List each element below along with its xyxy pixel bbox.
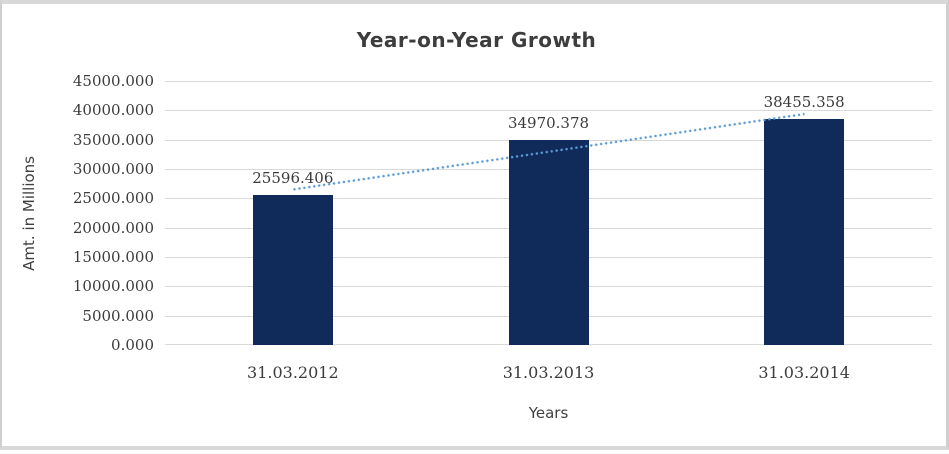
y-tick-label: 10000.000 <box>72 277 154 296</box>
bar-data-label: 38455.358 <box>763 93 845 112</box>
chart-area: Year-on-Year Growth Amt. in Millions 255… <box>2 4 949 454</box>
y-tick-label: 40000.000 <box>72 101 154 120</box>
x-tick-label: 31.03.2013 <box>502 363 595 382</box>
bar-data-label: 25596.406 <box>252 168 334 187</box>
y-tick-label: 45000.000 <box>72 72 154 90</box>
y-tick-label: 5000.000 <box>82 306 154 325</box>
x-axis-title: Years <box>528 404 569 422</box>
x-tick-label: 31.03.2014 <box>758 363 850 382</box>
bar-31.03.2014 <box>764 119 845 345</box>
bar-31.03.2013 <box>508 139 589 345</box>
bar-data-label: 34970.378 <box>507 113 590 132</box>
y-tick-label: 35000.000 <box>72 130 154 149</box>
y-tick-label: 30000.000 <box>72 160 154 178</box>
y-tick-label: 20000.000 <box>72 218 154 237</box>
y-tick-label: 25000.000 <box>72 189 154 208</box>
chart-title: Year-on-Year Growth <box>356 28 597 52</box>
y-tick-label: 15000.000 <box>72 248 154 266</box>
x-tick-label: 31.03.2012 <box>247 363 339 382</box>
bar-31.03.2012 <box>252 194 333 345</box>
y-axis-title: Amt. in Millions <box>16 81 42 345</box>
y-tick-label: 0.000 <box>111 336 154 354</box>
gridline <box>165 110 932 111</box>
plot-area: 25596.406 34970.378 38455.358 <box>165 81 932 345</box>
gridline <box>165 81 932 82</box>
